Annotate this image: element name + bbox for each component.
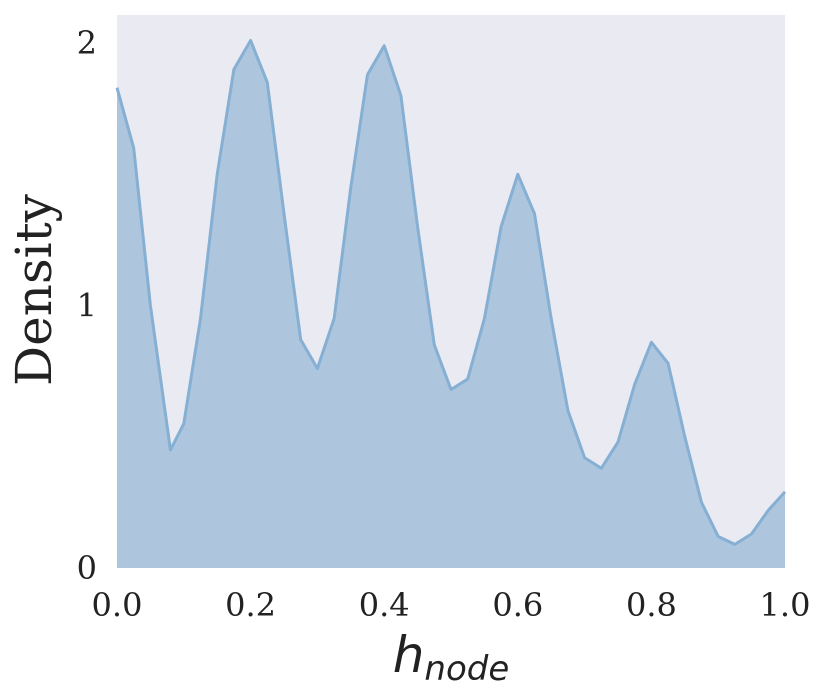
y-axis-label: Density [5, 193, 63, 386]
x-axis-label: hnode [393, 626, 510, 689]
x-tick-label: 0.2 [225, 586, 276, 624]
x-tick-label: 0.6 [492, 586, 543, 624]
x-axis-label-subscript: node [424, 649, 509, 689]
density-area [117, 40, 785, 568]
y-tick-label: 1 [77, 287, 97, 325]
x-tick-label: 0.8 [626, 586, 677, 624]
x-axis-label-main: h [393, 626, 425, 684]
x-tick-label: 1.0 [760, 586, 811, 624]
x-tick-label: 0.0 [92, 586, 143, 624]
density-line [115, 38, 787, 546]
y-tick-label: 0 [77, 549, 97, 587]
y-tick-label: 2 [77, 24, 97, 62]
x-tick-label: 0.4 [359, 586, 410, 624]
